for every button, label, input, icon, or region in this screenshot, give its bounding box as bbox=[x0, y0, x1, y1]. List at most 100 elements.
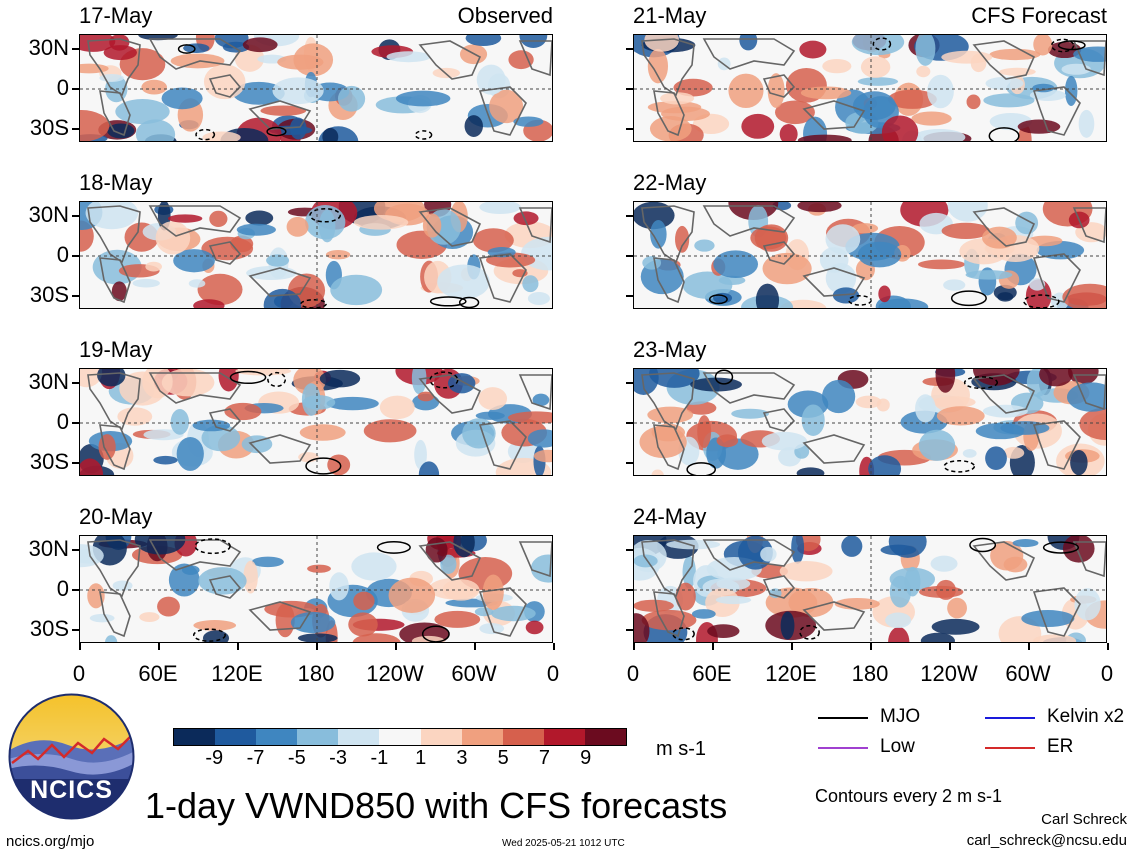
ncics-logo: NCICS bbox=[8, 693, 135, 820]
lat-tick bbox=[626, 88, 633, 90]
lon-label: 60E bbox=[138, 661, 178, 686]
lon-label: 0 bbox=[72, 661, 86, 686]
colorbar-label: -5 bbox=[287, 747, 306, 769]
lat-tick bbox=[72, 382, 79, 384]
lat-tick bbox=[626, 462, 633, 464]
figure-title: 1-day VWND850 with CFS forecasts bbox=[145, 785, 728, 826]
lon-tick bbox=[237, 643, 239, 650]
contour-note: Contours every 2 m s-1 bbox=[815, 786, 1003, 806]
lat-tick bbox=[72, 295, 79, 297]
lat-label: 30S bbox=[29, 449, 69, 474]
colorbar-units: m s-1 bbox=[656, 738, 706, 760]
panel-date: 19-May bbox=[79, 337, 153, 362]
legend-label: ER bbox=[1047, 736, 1074, 757]
lon-tick bbox=[1028, 643, 1030, 650]
lon-label: 120W bbox=[920, 661, 978, 686]
lon-label: 0 bbox=[1100, 661, 1114, 686]
author-name: Carl Schreck bbox=[1041, 811, 1127, 828]
vwnd-map-panel bbox=[79, 34, 553, 142]
lat-tick bbox=[72, 255, 79, 257]
lat-label: 30N bbox=[28, 35, 69, 60]
lat-label: 30N bbox=[28, 202, 69, 227]
lon-tick bbox=[712, 643, 714, 650]
lat-tick bbox=[626, 215, 633, 217]
lat-tick bbox=[72, 549, 79, 551]
lon-label: 60E bbox=[692, 661, 732, 686]
colorbar-cell bbox=[502, 729, 544, 745]
colorbar-cell bbox=[256, 729, 298, 745]
lat-label: 0 bbox=[56, 75, 69, 100]
lat-tick bbox=[72, 422, 79, 424]
colorbar-cell bbox=[215, 729, 257, 745]
lat-tick bbox=[626, 382, 633, 384]
lon-label: 0 bbox=[626, 661, 640, 686]
lat-label: 30S bbox=[29, 115, 69, 140]
colorbar-label: -3 bbox=[329, 747, 347, 769]
lat-tick bbox=[72, 462, 79, 464]
lon-tick bbox=[395, 643, 397, 650]
legend-label: Low bbox=[880, 736, 915, 757]
legend-swatch bbox=[818, 747, 868, 749]
panel-date: 22-May bbox=[633, 170, 707, 195]
author-email: carl_schreck@ncsu.edu bbox=[966, 832, 1127, 849]
colorbar-label: 5 bbox=[497, 747, 509, 769]
legend-swatch bbox=[985, 747, 1035, 749]
lon-tick bbox=[791, 643, 793, 650]
lat-tick bbox=[626, 48, 633, 50]
lon-label: 60W bbox=[451, 661, 497, 686]
lat-tick bbox=[72, 88, 79, 90]
logo-text: NCICS bbox=[30, 776, 113, 804]
colorbar-cell bbox=[420, 729, 462, 745]
lat-tick bbox=[626, 629, 633, 631]
lon-tick bbox=[633, 643, 635, 650]
colorbar-cell bbox=[174, 729, 216, 745]
vwnd-map-panel bbox=[633, 368, 1107, 476]
panel-date: 23-May bbox=[633, 337, 707, 362]
lon-tick bbox=[870, 643, 872, 650]
colorbar-label: 1 bbox=[415, 747, 427, 769]
vwnd-map-panel bbox=[79, 535, 553, 643]
panel-tag: Observed bbox=[457, 3, 553, 28]
colorbar-label: 9 bbox=[580, 747, 592, 769]
lat-tick bbox=[72, 215, 79, 217]
lat-label: 30N bbox=[28, 369, 69, 394]
lon-tick bbox=[316, 643, 318, 650]
panel-date: 17-May bbox=[79, 3, 153, 28]
timestamp: Wed 2025-05-21 1012 UTC bbox=[502, 838, 625, 849]
lat-label: 0 bbox=[56, 576, 69, 601]
colorbar-cell bbox=[543, 729, 585, 745]
lat-tick bbox=[72, 48, 79, 50]
lon-tick bbox=[949, 643, 951, 650]
colorbar-label: 7 bbox=[538, 747, 551, 769]
vwnd-map-panel bbox=[633, 201, 1107, 309]
vwnd-map-panel bbox=[79, 368, 553, 476]
vwnd-map-panel bbox=[633, 535, 1107, 643]
colorbar bbox=[173, 728, 627, 746]
colorbar-cell bbox=[584, 729, 627, 745]
colorbar-cell bbox=[297, 729, 339, 745]
panel-tag: CFS Forecast bbox=[971, 3, 1107, 28]
lon-label: 120E bbox=[765, 661, 817, 686]
lon-tick bbox=[79, 643, 81, 650]
lon-label: 60W bbox=[1005, 661, 1051, 686]
site-url: ncics.org/mjo bbox=[6, 833, 95, 850]
colorbar-label: -9 bbox=[205, 747, 224, 769]
lon-label: 0 bbox=[546, 661, 560, 686]
lat-tick bbox=[626, 128, 633, 130]
lon-tick bbox=[474, 643, 476, 650]
lon-label: 180 bbox=[297, 661, 335, 686]
lat-tick bbox=[72, 629, 79, 631]
colorbar-label: -1 bbox=[370, 747, 389, 769]
legend-label: MJO bbox=[880, 706, 921, 727]
lat-tick bbox=[626, 589, 633, 591]
legend-swatch bbox=[818, 717, 868, 719]
lat-tick bbox=[626, 549, 633, 551]
colorbar-label: -7 bbox=[246, 747, 265, 769]
lat-tick bbox=[626, 255, 633, 257]
lat-tick bbox=[72, 589, 79, 591]
lat-label: 30S bbox=[29, 282, 69, 307]
lon-label: 120W bbox=[366, 661, 424, 686]
lat-label: 30S bbox=[29, 616, 69, 641]
lon-tick bbox=[158, 643, 160, 650]
lon-tick bbox=[553, 643, 555, 650]
